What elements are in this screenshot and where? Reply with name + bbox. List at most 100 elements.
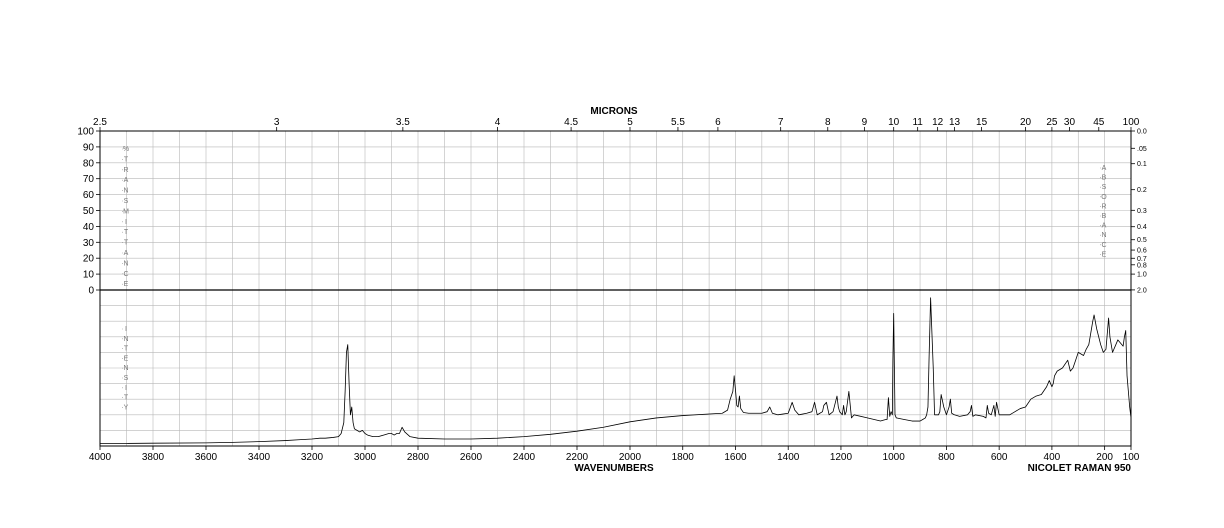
micron-tick-label: 100 [1123,117,1140,128]
micron-tick-label: 3 [274,117,280,128]
x-tick-label: 400 [1044,452,1061,463]
absorbance-tick-label: 1.0 [1137,272,1147,279]
micron-tick-label: 13 [949,117,961,128]
svg-text:A: A [1102,165,1107,172]
absorbance-tick-label: 0.4 [1137,224,1147,231]
absorbance-tick-label: 0.0 [1137,129,1147,136]
x-tick-label: 3000 [354,452,377,463]
micron-tick-label: 20 [1020,117,1032,128]
svg-text:O: O [1101,194,1107,201]
svg-text:I: I [125,219,127,226]
absorbance-tick-label: 0.8 [1137,262,1147,269]
tick-labels: 4000 3800 3600 3400 3200 3000 2800 2600 2400 2200… [77,117,1147,463]
axis-labels: MICRONS WAVENUMBERS NICOLET RAMAN 950 [574,106,1131,474]
x-tick-label: 1200 [830,452,853,463]
transmittance-tick-label: 80 [83,158,95,169]
svg-text:T: T [124,395,129,402]
svg-text:R: R [123,167,128,174]
x-tick-label: 3400 [248,452,271,463]
absorbance-tick-label: 0.3 [1137,208,1147,215]
absorbance-tick-label: 0.1 [1137,161,1147,168]
grid [99,130,1132,447]
svg-text:S: S [124,198,129,205]
transmittance-tick-label: 60 [83,190,95,201]
micron-tick-label: 4 [495,117,501,128]
plot-frame [99,130,1132,447]
svg-text:R: R [1101,203,1106,210]
x-tick-label: 600 [991,452,1008,463]
micron-tick-label: 6 [715,117,721,128]
x-tick-label: 2000 [619,452,642,463]
x-tick-label: 1400 [777,452,800,463]
svg-text:A: A [124,177,129,184]
micron-tick-label: 7 [778,117,784,128]
x-tick-label: 100 [1123,452,1140,463]
svg-text:A: A [124,250,129,257]
svg-text:N: N [1101,232,1106,239]
absorbance-tick-label: 2.0 [1137,287,1147,294]
micron-tick-label: 5.5 [671,117,685,128]
x-tick-label: 1600 [724,452,747,463]
micron-tick-label: 30 [1064,117,1076,128]
svg-text:%: % [123,146,129,153]
transmittance-tick-label: 40 [83,222,95,233]
micron-tick-label: 10 [888,117,900,128]
svg-text:C: C [123,271,128,278]
svg-text:M: M [123,208,129,215]
svg-text:T: T [124,156,129,163]
spectrum-line [99,297,1132,445]
svg-text:I: I [125,326,127,333]
svg-text:E: E [1102,251,1107,258]
svg-text:C: C [1101,242,1106,249]
micron-tick-label: 8 [825,117,831,128]
transmittance-tick-label: 70 [83,174,95,185]
x-tick-label: 3600 [195,452,218,463]
micron-tick-label: 5 [627,117,633,128]
x-tick-label: 1000 [883,452,906,463]
top-axis-title: MICRONS [590,106,638,117]
svg-text:E: E [124,355,129,362]
bottom-axis-title: WAVENUMBERS [574,463,654,474]
plot-border [99,130,1132,447]
x-tick-label: 2200 [566,452,589,463]
svg-text:N: N [123,365,128,372]
micron-tick-label: 11 [912,117,923,128]
micron-tick-label: 9 [862,117,868,128]
svg-text:I: I [125,385,127,392]
transmittance-tick-label: 30 [83,238,95,249]
svg-text:A: A [1102,223,1107,230]
x-tick-label: 200 [1096,452,1113,463]
svg-text:N: N [123,336,128,343]
micron-tick-label: 45 [1093,117,1105,128]
micron-tick-label: 15 [976,117,988,128]
transmittance-tick-label: 100 [77,127,94,138]
micron-tick-label: 12 [932,117,944,128]
transmittance-tick-label: 90 [83,142,95,153]
x-tick-label: 3200 [301,452,324,463]
svg-text:T: T [124,346,129,353]
absorbance-tick-label: 0.2 [1137,187,1147,194]
svg-text:B: B [1102,175,1107,182]
micron-tick-label: 25 [1046,117,1058,128]
x-tick-label: 2800 [407,452,430,463]
transmittance-tick-label: 10 [83,270,95,281]
svg-text:S: S [124,375,129,382]
transmittance-tick-label: 0 [88,286,94,297]
svg-text:N: N [123,260,128,267]
x-tick-label: 3800 [142,452,165,463]
x-tick-label: 800 [938,452,955,463]
absorbance-tick-label: 0.6 [1137,248,1147,255]
x-tick-label: 1800 [672,452,695,463]
svg-text:E: E [124,281,129,288]
svg-text:Y: Y [124,404,129,411]
svg-text:T: T [124,240,129,247]
absorbance-tick-label: .05 [1137,146,1147,153]
transmittance-tick-label: 50 [83,206,95,217]
micron-tick-label: 4.5 [564,117,578,128]
svg-text:B: B [1102,213,1107,220]
svg-text:S: S [1102,184,1107,191]
